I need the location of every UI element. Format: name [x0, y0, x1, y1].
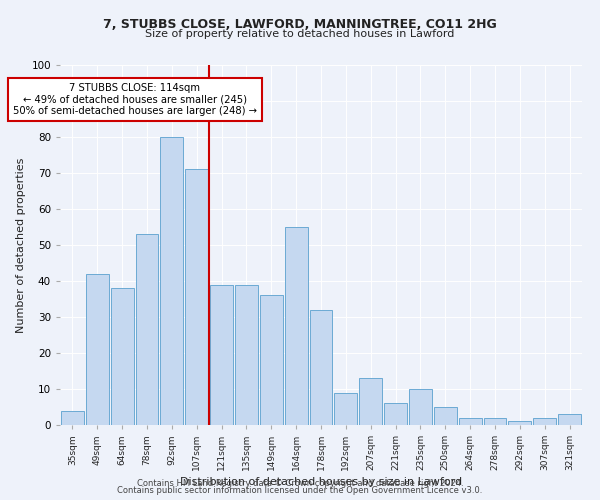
Bar [235, 284, 258, 425]
Bar [285, 227, 308, 425]
Bar [533, 418, 556, 425]
Bar [210, 284, 233, 425]
Bar [434, 407, 457, 425]
Text: Size of property relative to detached houses in Lawford: Size of property relative to detached ho… [145, 29, 455, 39]
Bar [160, 137, 183, 425]
Bar [409, 389, 432, 425]
Bar [459, 418, 482, 425]
Bar [136, 234, 158, 425]
Text: 7, STUBBS CLOSE, LAWFORD, MANNINGTREE, CO11 2HG: 7, STUBBS CLOSE, LAWFORD, MANNINGTREE, C… [103, 18, 497, 30]
Bar [86, 274, 109, 425]
Bar [185, 170, 208, 425]
Text: Contains HM Land Registry data © Crown copyright and database right 2024.: Contains HM Land Registry data © Crown c… [137, 478, 463, 488]
Bar [334, 392, 357, 425]
Bar [61, 410, 84, 425]
Bar [111, 288, 134, 425]
Y-axis label: Number of detached properties: Number of detached properties [16, 158, 26, 332]
Bar [359, 378, 382, 425]
Text: 7 STUBBS CLOSE: 114sqm
← 49% of detached houses are smaller (245)
50% of semi-de: 7 STUBBS CLOSE: 114sqm ← 49% of detached… [13, 83, 257, 116]
Bar [260, 296, 283, 425]
X-axis label: Distribution of detached houses by size in Lawford: Distribution of detached houses by size … [180, 478, 462, 488]
Bar [508, 422, 531, 425]
Bar [384, 404, 407, 425]
Bar [310, 310, 332, 425]
Bar [484, 418, 506, 425]
Text: Contains public sector information licensed under the Open Government Licence v3: Contains public sector information licen… [118, 486, 482, 495]
Bar [558, 414, 581, 425]
